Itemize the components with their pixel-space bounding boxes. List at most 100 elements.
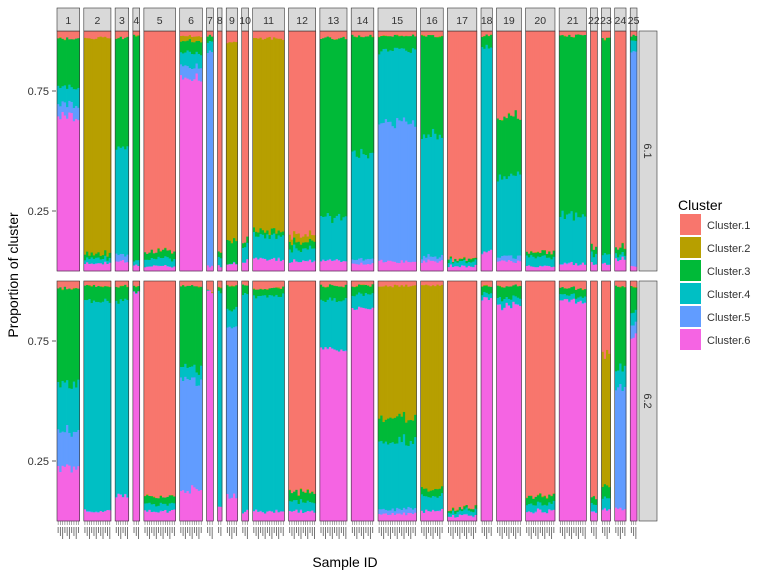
bar-segment — [115, 281, 118, 288]
bar-segment — [335, 301, 339, 351]
bar-segment — [308, 493, 312, 503]
bar-segment — [574, 298, 578, 304]
bar-segment — [460, 261, 464, 266]
bar-segment — [405, 422, 408, 446]
legend-swatch — [680, 329, 701, 350]
bar-segment — [252, 31, 256, 39]
facet-strip-col — [143, 7, 176, 32]
bar-segment — [293, 500, 296, 512]
bar-segment — [117, 38, 121, 147]
bar-segment — [161, 249, 165, 259]
bar-segment — [257, 511, 260, 522]
bar-segment — [501, 256, 504, 261]
bar-segment — [634, 281, 638, 288]
bar-segment — [384, 281, 388, 286]
bar-segment — [422, 496, 426, 514]
bar-segment — [561, 300, 565, 522]
bar-segment — [507, 286, 511, 300]
bar-segment — [371, 31, 375, 37]
bar-segment — [369, 281, 372, 287]
bar-segment — [420, 487, 424, 495]
bar-segment — [168, 495, 172, 504]
bar-segment — [166, 505, 170, 514]
bar-segment — [308, 31, 312, 231]
bar-segment — [525, 497, 529, 499]
bar-segment — [157, 505, 161, 513]
bar-segment — [273, 258, 276, 272]
bar-segment — [407, 512, 411, 522]
bar-segment — [510, 308, 513, 522]
bar-segment — [505, 31, 509, 119]
bar-segment — [532, 281, 536, 500]
bar-segment — [503, 260, 506, 272]
bar-segment — [233, 261, 236, 263]
bar-segment — [86, 300, 89, 512]
bar-segment — [259, 288, 263, 290]
bar-segment — [161, 31, 165, 251]
bar-segment — [117, 146, 121, 256]
bar-segment — [534, 281, 538, 498]
bar-segment — [516, 281, 520, 287]
bar-segment — [217, 290, 221, 507]
bar-segment — [360, 257, 363, 263]
bar-segment — [137, 286, 141, 292]
bar-segment — [360, 31, 363, 37]
bar-segment — [630, 36, 633, 41]
bar-segment — [396, 31, 399, 35]
bar-segment — [200, 379, 203, 491]
bar-segment — [516, 297, 520, 305]
bar-segment — [275, 233, 278, 240]
bar-segment — [481, 295, 484, 301]
bar-segment — [353, 260, 357, 265]
bar-segment — [498, 119, 502, 175]
bar-segment — [92, 281, 96, 286]
bar-segment — [95, 264, 98, 272]
bar-segment — [159, 258, 163, 267]
bar-segment — [362, 295, 366, 309]
bar-segment — [211, 31, 214, 37]
bar-segment — [311, 31, 314, 236]
bar-segment — [243, 247, 247, 263]
bar-segment — [92, 264, 96, 272]
bar-segment — [420, 281, 424, 286]
bar-segment — [57, 38, 60, 87]
bar-segment — [235, 42, 238, 242]
facet-strip-col — [225, 7, 238, 32]
bar-segment — [75, 288, 78, 388]
bar-segment — [99, 31, 103, 37]
bar-segment — [527, 281, 531, 497]
bar-segment — [97, 263, 101, 272]
bar-segment — [57, 85, 60, 105]
bar-segment — [414, 508, 417, 514]
bar-segment — [534, 252, 538, 254]
bar-segment — [545, 513, 549, 522]
bar-segment — [527, 257, 531, 266]
bar-segment — [550, 31, 554, 255]
bar-segment — [487, 251, 491, 272]
bar-segment — [621, 510, 625, 522]
bar-segment — [357, 306, 361, 308]
bar-segment — [516, 260, 520, 272]
bar-segment — [429, 511, 433, 522]
bar-segment — [431, 490, 435, 497]
bar-segment — [97, 257, 101, 264]
bar-segment — [498, 286, 502, 298]
bar-segment — [525, 281, 529, 498]
panel-border — [114, 280, 129, 522]
bar-segment — [161, 511, 165, 522]
bar-segment — [543, 496, 547, 506]
bar-segment — [387, 444, 390, 511]
bar-segment — [155, 512, 158, 522]
bar-segment — [369, 264, 372, 272]
bar-segment — [259, 289, 263, 297]
bar-segment — [290, 493, 294, 502]
bar-segment — [393, 31, 397, 36]
bar-segment — [288, 489, 292, 491]
bar-segment — [132, 265, 136, 272]
bar-segment — [70, 472, 74, 522]
bar-segment — [104, 286, 107, 299]
facet-panel — [420, 280, 444, 522]
bar-segment — [458, 514, 462, 522]
bar-segment — [536, 256, 540, 268]
bar-segment — [548, 251, 551, 258]
